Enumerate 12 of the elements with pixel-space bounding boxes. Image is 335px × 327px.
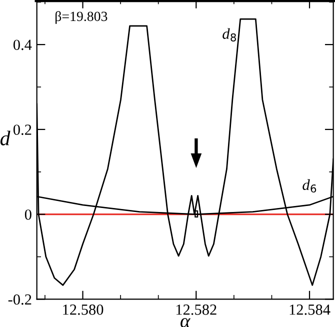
- annotation: d$_{6}$: [302, 179, 316, 193]
- x-tick-label: 12.580: [63, 304, 104, 315]
- y-axis-title: d: [0, 130, 10, 146]
- y-tick-label: 0.4: [13, 40, 32, 50]
- y-tick-label: -0.2: [8, 294, 32, 305]
- x-tick-label: 12.582: [176, 304, 216, 315]
- y-tick-label: 0: [24, 209, 32, 220]
- y-tick-label: 0.2: [13, 124, 32, 135]
- x-tick-label: 12.584: [290, 304, 330, 315]
- annotation: β=19.803: [56, 11, 108, 24]
- x-axis-title: α: [180, 318, 191, 327]
- annotation: d$_{8}$: [222, 28, 236, 42]
